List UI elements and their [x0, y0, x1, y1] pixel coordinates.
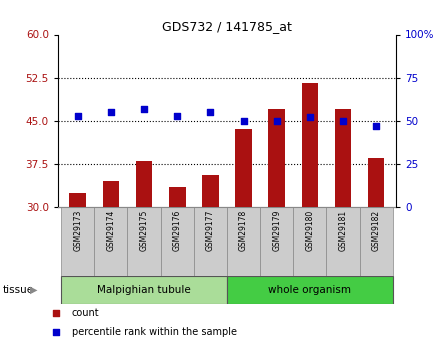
Point [141, 106, 148, 111]
Bar [360, 207, 393, 276]
Text: GSM29175: GSM29175 [140, 210, 149, 251]
Point [207, 109, 214, 115]
Point [372, 123, 380, 129]
Point [306, 115, 313, 120]
Text: count: count [72, 308, 99, 318]
Point [74, 113, 81, 118]
Bar [227, 276, 393, 304]
Bar [169, 187, 186, 207]
Bar [260, 207, 293, 276]
Bar [69, 193, 86, 207]
Bar [335, 109, 351, 207]
Text: GSM29180: GSM29180 [305, 210, 314, 251]
Bar [235, 129, 252, 207]
Point [273, 118, 280, 124]
Point [53, 310, 60, 316]
Point [107, 109, 114, 115]
Title: GDS732 / 141785_at: GDS732 / 141785_at [162, 20, 292, 33]
Point [174, 113, 181, 118]
Text: GSM29178: GSM29178 [239, 210, 248, 251]
Text: tissue: tissue [2, 285, 33, 295]
Text: GSM29179: GSM29179 [272, 210, 281, 251]
Bar [161, 207, 194, 276]
Text: GSM29173: GSM29173 [73, 210, 82, 251]
Bar [368, 158, 384, 207]
Bar [103, 181, 119, 207]
Point [240, 118, 247, 124]
Bar [327, 207, 360, 276]
Bar [136, 161, 152, 207]
Text: GSM29181: GSM29181 [339, 210, 348, 251]
Text: GSM29182: GSM29182 [372, 210, 380, 251]
Bar [293, 207, 327, 276]
Bar [302, 83, 318, 207]
Bar [202, 175, 218, 207]
Text: GSM29174: GSM29174 [106, 210, 115, 251]
Bar [94, 207, 127, 276]
Bar [194, 207, 227, 276]
Bar [61, 207, 94, 276]
Point [53, 329, 60, 335]
Text: GSM29176: GSM29176 [173, 210, 182, 251]
Bar [268, 109, 285, 207]
Bar [127, 207, 161, 276]
Text: Malpighian tubule: Malpighian tubule [97, 285, 191, 295]
Text: ▶: ▶ [30, 285, 38, 295]
Text: whole organism: whole organism [268, 285, 352, 295]
Bar [61, 276, 227, 304]
Text: percentile rank within the sample: percentile rank within the sample [72, 327, 236, 337]
Bar [227, 207, 260, 276]
Text: GSM29177: GSM29177 [206, 210, 215, 251]
Point [340, 118, 347, 124]
